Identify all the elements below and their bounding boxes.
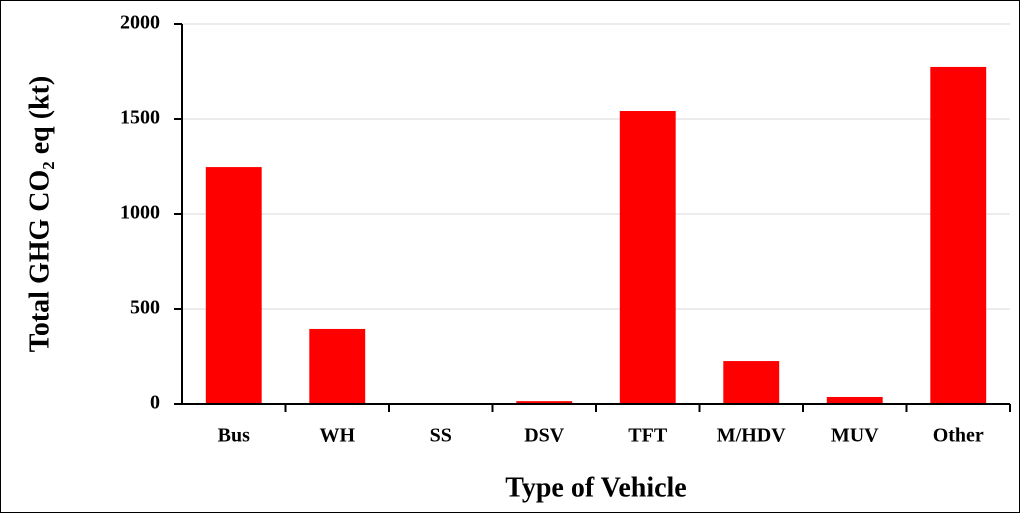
x-tick-label: SS — [430, 425, 452, 447]
y-tick-label: 0 — [150, 392, 160, 414]
x-axis-label: Type of Vehicle — [505, 472, 686, 503]
x-tick-label: M/HDV — [717, 425, 786, 447]
y-tick-label: 1000 — [120, 202, 160, 224]
bar — [930, 66, 987, 404]
y-tick-label: 2000 — [120, 12, 160, 34]
x-tick-label: MUV — [831, 425, 879, 447]
y-tick-label: 1500 — [120, 107, 160, 129]
bar — [619, 111, 676, 405]
bar — [826, 396, 883, 404]
y-tick-label: 500 — [130, 297, 160, 319]
x-tick-label: TFT — [628, 425, 668, 447]
x-tick-label: Other — [933, 425, 984, 447]
x-tick-label: DSV — [524, 425, 565, 447]
x-tick-label: WH — [319, 425, 355, 447]
y-axis-label: Total GHG CO₂ eq (kt) — [24, 76, 55, 353]
bar — [205, 167, 262, 404]
bar — [723, 361, 780, 404]
bar — [516, 401, 573, 404]
bar — [309, 328, 366, 404]
x-tick-label: Bus — [218, 425, 250, 447]
